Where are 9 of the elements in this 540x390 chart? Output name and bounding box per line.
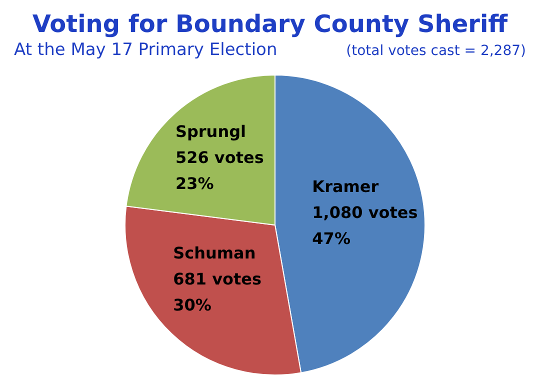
text: (total votes cast = 2,287)	[346, 43, 526, 59]
chart-title: Voting for Boundary County Sheriff	[31, 9, 509, 38]
slice-label: Schuman	[173, 244, 256, 263]
slice-label: Sprungl	[175, 122, 246, 142]
data-label: 681 votes 30%	[173, 270, 262, 315]
data-label: 1,080 votes 47%	[312, 202, 418, 248]
chart-subtitle: At the May 17 Primary Election	[14, 40, 278, 60]
data-label: 526 votes 23%	[175, 148, 264, 194]
slice-label: Kramer	[312, 176, 379, 196]
